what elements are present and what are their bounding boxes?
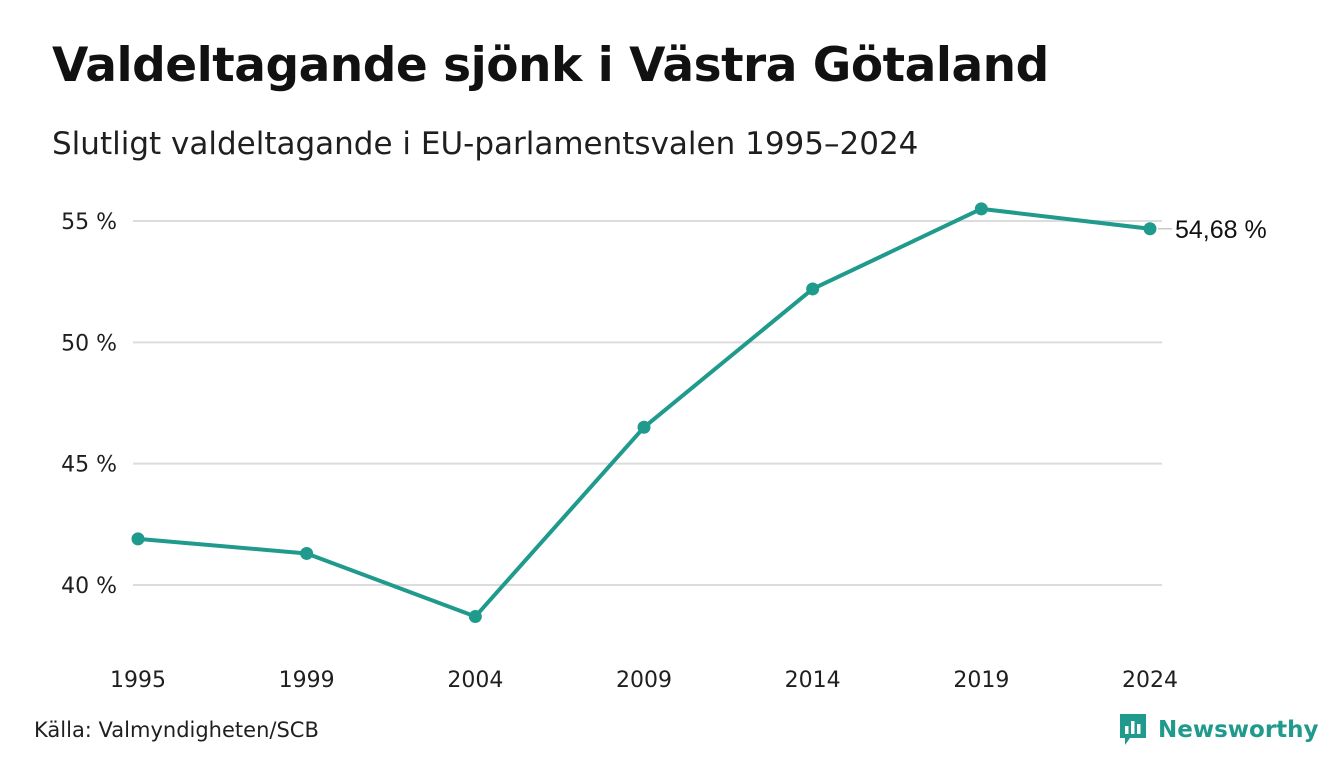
chart-subtitle: Slutligt valdeltagande i EU-parlamentsva…	[52, 126, 919, 162]
series-line	[136, 206, 1152, 619]
data-point	[637, 420, 651, 434]
x-tick-label: 1999	[279, 668, 335, 693]
x-tick-label: 2014	[785, 668, 841, 693]
x-tick-label: 1995	[110, 668, 166, 693]
y-tick-label: 45 %	[61, 453, 117, 478]
data-point	[131, 532, 145, 546]
y-tick-label: 55 %	[61, 210, 117, 235]
x-tick-label: 2019	[953, 668, 1009, 693]
brand-name: Newsworthy	[1158, 717, 1319, 743]
brand-logo: Newsworthy	[1118, 712, 1319, 748]
x-tick-label: 2024	[1122, 668, 1178, 693]
data-point	[468, 610, 482, 624]
data-point	[974, 202, 988, 216]
x-tick-label: 2009	[616, 668, 672, 693]
source-note: Källa: Valmyndigheten/SCB	[34, 718, 319, 742]
bar-chart-speech-bubble-icon	[1120, 714, 1146, 745]
chart-title: Valdeltagande sjönk i Västra Götaland	[52, 38, 1049, 93]
y-tick-label: 40 %	[61, 574, 117, 599]
x-tick-label: 2004	[447, 668, 503, 693]
end-value-label: 54,68 %	[1175, 216, 1267, 244]
y-tick-label: 50 %	[61, 331, 117, 356]
data-point	[300, 546, 314, 560]
data-point	[1143, 222, 1157, 236]
data-point	[806, 282, 820, 296]
